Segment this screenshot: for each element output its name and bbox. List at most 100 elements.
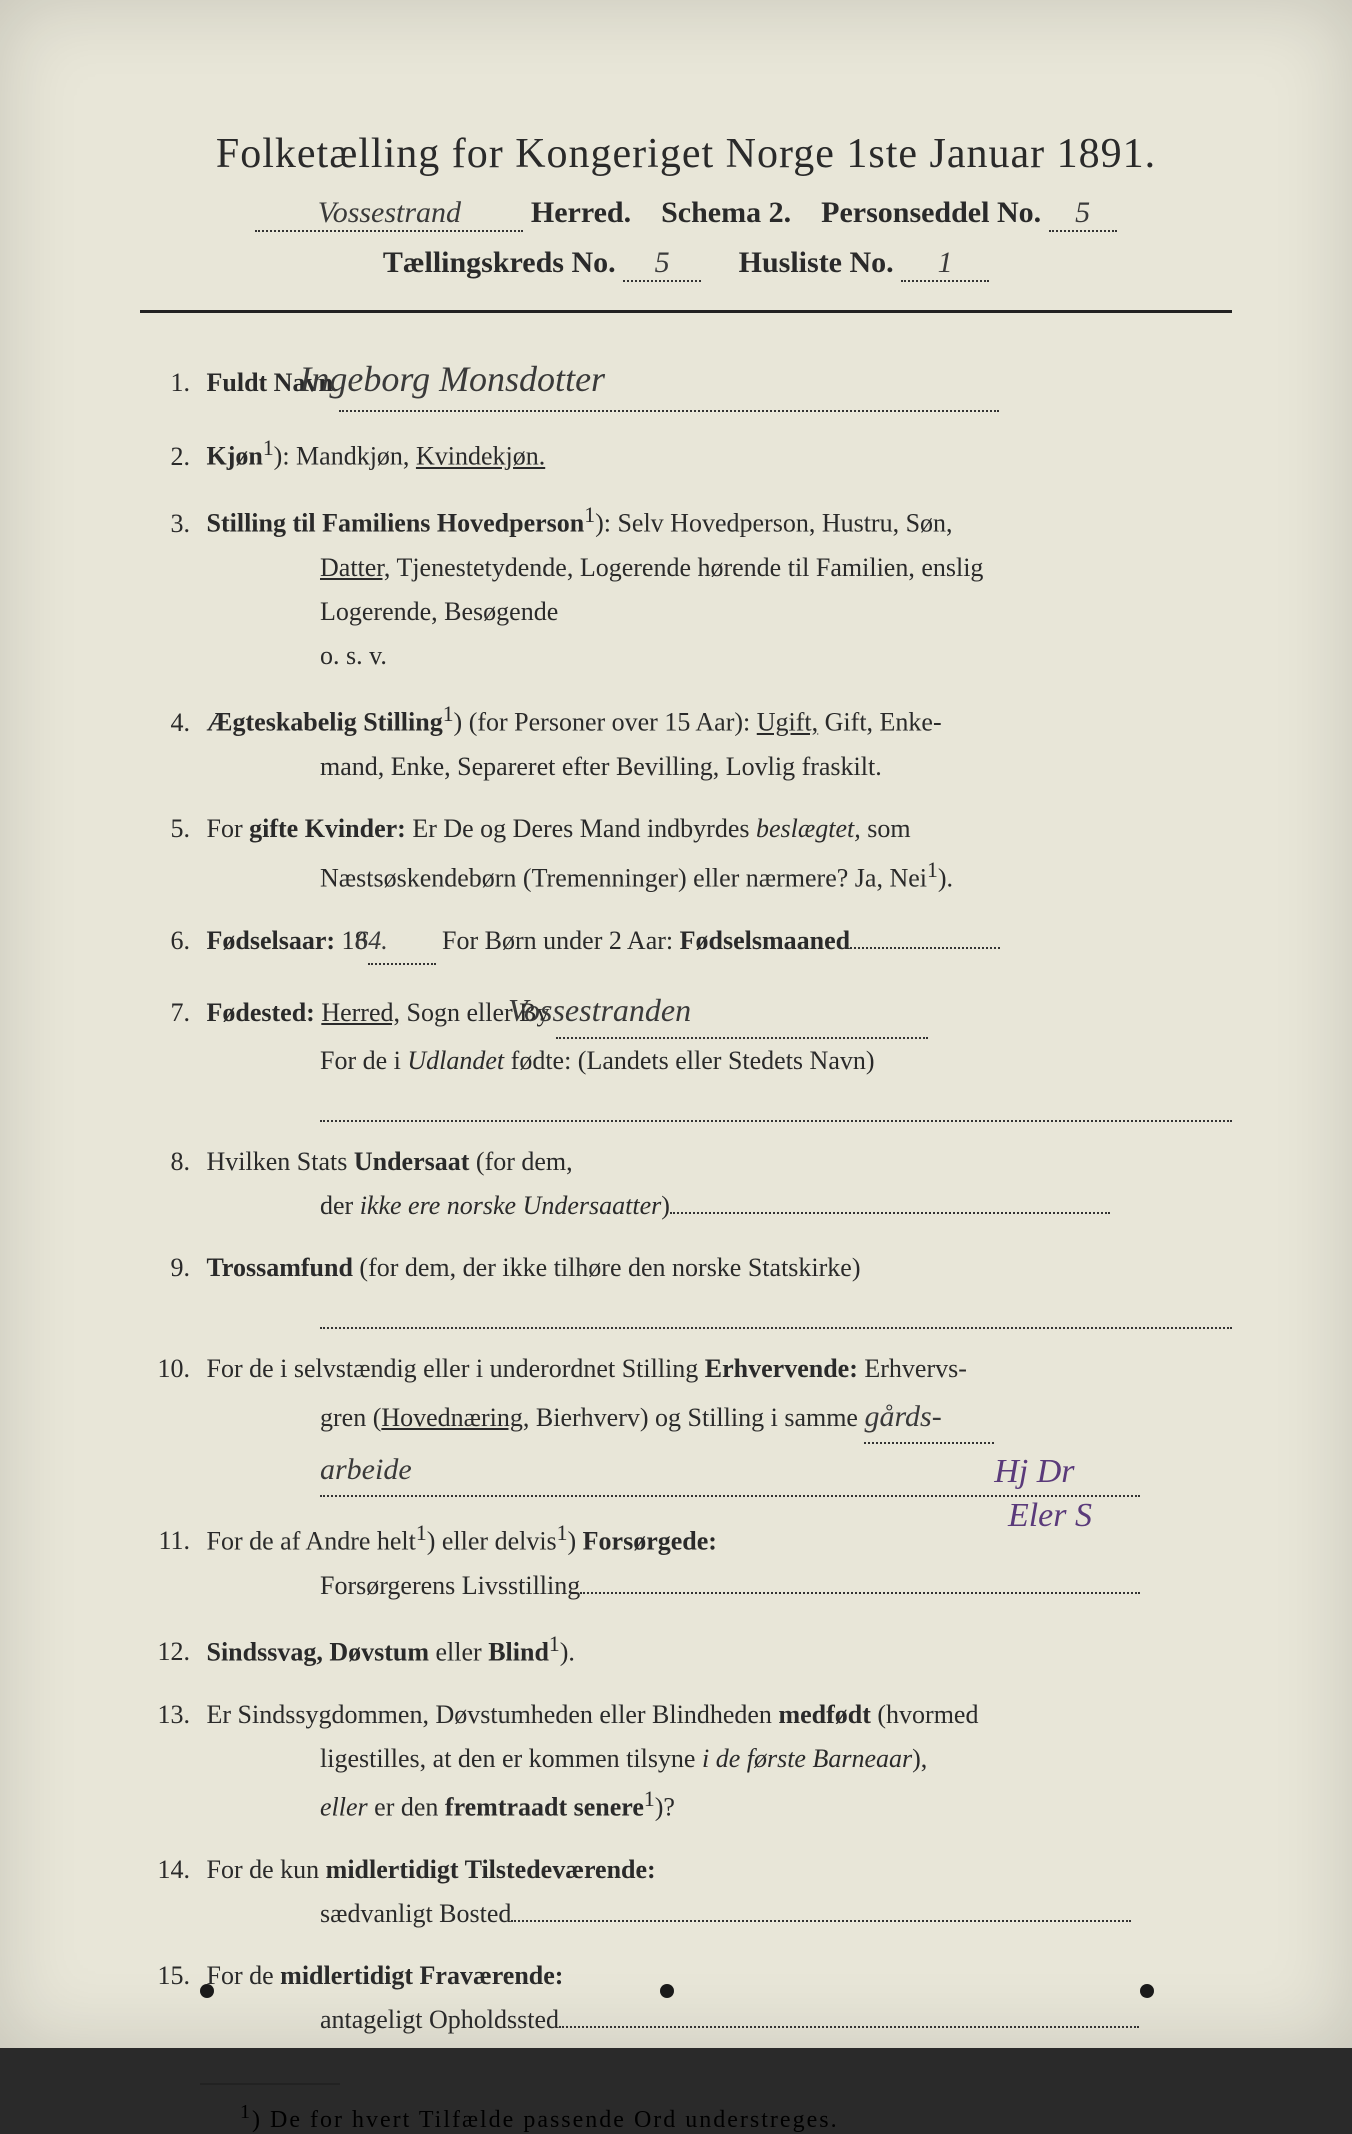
item-12: 12. Sindssvag, Døvstum eller Blind1). (140, 1626, 1232, 1675)
field-text: Erhvervs- (858, 1354, 967, 1383)
field-text-italic: Udlandet (407, 1046, 504, 1075)
field-text: Tjenestetydende, Logerende hørende til F… (390, 553, 983, 582)
field-text: (for dem, der ikke tilhøre den norske St… (353, 1253, 861, 1282)
field-text: ). (938, 863, 953, 892)
header-line-3: Tællingskreds No. 5 Husliste No. 1 (140, 246, 1232, 282)
footnote-ref: 1 (557, 1521, 568, 1545)
field-text: For de i selvstændig eller i underordnet… (207, 1354, 705, 1383)
field-label: Fødselsmaaned (680, 926, 850, 955)
occupation-value-1: gårds- (864, 1400, 941, 1433)
footnote-ref: 1 (549, 1632, 560, 1656)
item-number: 6. (140, 919, 190, 963)
item-7: 7. Fødested: Herred, Sogn eller By Vosse… (140, 983, 1232, 1122)
herred-label: Herred. (531, 196, 631, 229)
field-label: Erhvervende: (705, 1354, 858, 1383)
field-text: )? (655, 1793, 675, 1822)
field-text: der (320, 1191, 360, 1220)
birthplace-value: Vossestranden (508, 992, 691, 1028)
blank-line (320, 1290, 1232, 1328)
item-number: 5. (140, 807, 190, 851)
field-text: ) (568, 1526, 583, 1555)
item-1: 1. Fuldt Navn Ingeborg Monsdotter (140, 349, 1232, 412)
item-14: 14. For de kun midlertidigt Tilstedevære… (140, 1848, 1232, 1936)
personseddel-no: 5 (1049, 196, 1117, 232)
field-label: fremtraadt senere (445, 1793, 644, 1822)
field-label: Undersaat (354, 1147, 470, 1176)
field-text: (hvormed (871, 1700, 979, 1729)
item-5: 5. For gifte Kvinder: Er De og Deres Man… (140, 807, 1232, 900)
field-text: Gift, Enke- (818, 708, 941, 737)
field-label: medfødt (778, 1700, 870, 1729)
item-number: 12. (140, 1630, 190, 1674)
field-label: Fødested: (207, 998, 315, 1027)
blank-line (320, 1083, 1232, 1121)
field-text: ), (912, 1744, 927, 1773)
field-text-italic: ikke ere norske Undersaatter (360, 1191, 662, 1220)
item-continuation: gren (Hovednæring, Bierhverv) og Stillin… (200, 1391, 1232, 1444)
item-continuation: o. s. v. (200, 634, 1232, 678)
field-text: Bierhverv) og Stilling i samme (529, 1403, 858, 1432)
husliste-label: Husliste No. (739, 246, 894, 279)
item-number: 13. (140, 1693, 190, 1737)
field-label: midlertidigt Fraværende: (280, 1961, 563, 1990)
punch-hole-icon (1140, 1984, 1154, 1998)
item-number: 7. (140, 991, 190, 1035)
selected-option: Datter, (320, 553, 390, 582)
field-text: gren ( (320, 1403, 381, 1432)
item-2: 2. Kjøn1): Mandkjøn, Kvindekjøn. (140, 430, 1232, 479)
field-text: Er De og Deres Mand indbyrdes (406, 814, 756, 843)
personseddel-label: Personseddel No. (821, 196, 1041, 229)
name-value: Ingeborg Monsdotter (299, 359, 605, 399)
field-text: For de (207, 1961, 281, 1990)
field-text: antageligt Opholdssted (320, 2005, 559, 2034)
item-continuation: antageligt Opholdssted (200, 1998, 1232, 2042)
schema-label: Schema 2. (661, 196, 791, 229)
item-number: 3. (140, 502, 190, 546)
field-label: midlertidigt Tilstedeværende: (326, 1855, 656, 1884)
field-text: ). (560, 1637, 575, 1666)
footnote-ref: 1 (584, 503, 595, 527)
field-text: For Børn under 2 Aar: (436, 926, 680, 955)
field-text: ): Selv Hovedperson, Hustru, Søn, (595, 509, 952, 538)
field-label: Forsørgede: (583, 1526, 717, 1555)
field-label: Ægteskabelig Stilling (207, 708, 443, 737)
item-number: 8. (140, 1140, 190, 1184)
punch-hole-icon (660, 1984, 674, 1998)
field-text-italic: beslægtet, (756, 814, 861, 843)
item-number: 2. (140, 435, 190, 479)
field-text: For de af Andre helt (207, 1526, 416, 1555)
item-continuation: Datter, Tjenestetydende, Logerende høren… (200, 546, 1232, 590)
item-number: 9. (140, 1246, 190, 1290)
field-label: gifte Kvinder: (249, 814, 406, 843)
selected-option: Kvindekjøn. (416, 442, 545, 471)
field-text: sædvanligt Bosted (320, 1899, 511, 1928)
field-text-italic: eller (320, 1793, 368, 1822)
herred-value: Vossestrand (255, 196, 523, 232)
punch-hole-icon (200, 1984, 214, 1998)
field-text: ): Mandkjøn, (274, 442, 416, 471)
footnote-text: ) De for hvert Tilfælde passende Ord und… (252, 2107, 839, 2133)
item-8: 8. Hvilken Stats Undersaat (for dem, der… (140, 1140, 1232, 1228)
item-13: 13. Er Sindssygdommen, Døvstumheden elle… (140, 1693, 1232, 1830)
field-text: Hvilken Stats (207, 1147, 354, 1176)
item-6: 6. Fødselsaar: 1864. For Børn under 2 Aa… (140, 919, 1232, 965)
field-text: For de kun (207, 1855, 326, 1884)
kreds-label: Tællingskreds No. (383, 246, 616, 279)
field-text: fødte: (Landets eller Stedets Navn) (504, 1046, 874, 1075)
item-continuation: sædvanligt Bosted (200, 1892, 1232, 1936)
footnote-ref: 1 (416, 1521, 427, 1545)
field-text: er den (368, 1793, 445, 1822)
field-text: For de i (320, 1046, 407, 1075)
field-text: Næstsøskendebørn (Tremenninger) eller næ… (320, 863, 927, 892)
field-label: Trossamfund (207, 1253, 353, 1282)
item-number: 1. (140, 361, 190, 405)
field-text: Er Sindssygdommen, Døvstumheden eller Bl… (207, 1700, 779, 1729)
item-continuation: eller er den fremtraadt senere1)? (200, 1781, 1232, 1830)
item-number: 11. (140, 1519, 190, 1563)
item-3: 3. Stilling til Familiens Hovedperson1):… (140, 497, 1232, 678)
item-continuation: der ikke ere norske Undersaatter) (200, 1184, 1232, 1228)
item-15: 15. For de midlertidigt Fraværende: anta… (140, 1954, 1232, 2042)
item-continuation: For de i Udlandet fødte: (Landets eller … (200, 1039, 1232, 1083)
field-text: ) eller delvis (427, 1526, 557, 1555)
footnote-ref: 1 (644, 1787, 655, 1811)
